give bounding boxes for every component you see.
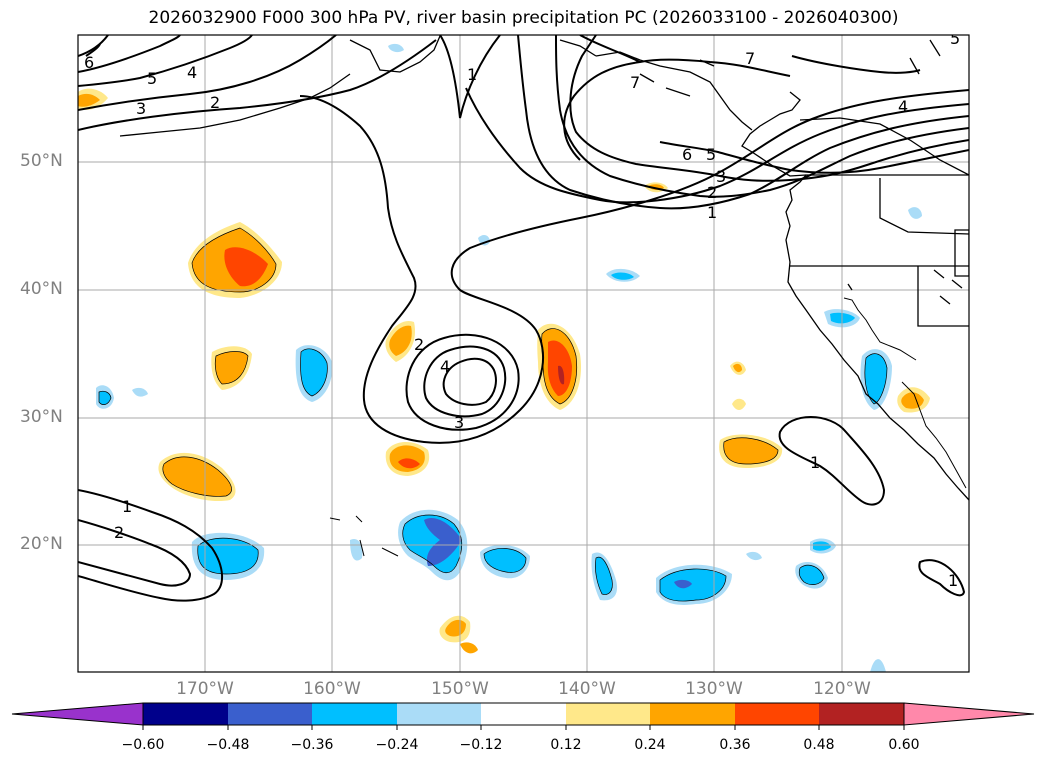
colorbar-tick-label: 0.12 (550, 737, 582, 753)
precip-patch (746, 551, 762, 561)
colorbar-segment (228, 703, 312, 725)
pv-contour-label: 4 (898, 97, 908, 116)
pv-contour-label: 1 (122, 497, 132, 516)
precip-patch (864, 353, 887, 404)
lon-label: 170°W (176, 679, 234, 699)
colorbar-segment (566, 703, 650, 725)
precip-patch (870, 659, 886, 672)
precip-patch (799, 565, 824, 585)
pv-contour-label: 1 (810, 453, 820, 472)
colorbar (11, 702, 1035, 730)
precip-patch (908, 207, 922, 219)
precip-patch (99, 391, 111, 405)
precip-patch (445, 619, 466, 637)
pv-contour-label: 5 (950, 29, 960, 48)
precip-patch (389, 325, 412, 356)
precip-patch (813, 541, 831, 551)
pv-contour-label: 4 (187, 63, 197, 82)
colorbar-tick-label: −0.48 (206, 737, 250, 753)
pv-contour-label: 4 (440, 357, 450, 376)
colorbar-segment (481, 703, 566, 725)
precip-patch (300, 348, 328, 396)
pv-contour-label: 6 (84, 53, 94, 72)
pv-contour-label: 2 (414, 335, 424, 354)
pv-contour-label: 5 (147, 69, 157, 88)
lon-label: 130°W (685, 679, 743, 699)
colorbar-tick-label: 0.60 (888, 737, 920, 753)
pv-contour-label: 7 (630, 73, 640, 92)
pv-contour-label: 5 (706, 145, 716, 164)
pv-contour-label: 3 (716, 167, 726, 186)
precip-patch (484, 548, 526, 573)
colorbar-tick-label: −0.24 (375, 737, 419, 753)
colorbar-extend-high (903, 702, 1035, 726)
map-title: 2026032900 F000 300 hPa PV, river basin … (148, 8, 899, 28)
map-frame (77, 34, 970, 673)
precip-patch (215, 351, 248, 384)
colorbar-tick-label: −0.60 (121, 737, 165, 753)
colorbar-segment (650, 703, 735, 725)
colorbar-tick-label: −0.36 (290, 737, 334, 753)
colorbar-segment (819, 703, 904, 725)
precip-patch (398, 458, 420, 469)
pv-contour-label: 1 (707, 203, 717, 222)
lat-label: 40°N (20, 279, 63, 299)
lat-label: 50°N (20, 151, 63, 171)
lat-label: 20°N (20, 534, 63, 554)
precip-patch (388, 43, 404, 53)
pv-contour-labels: 3 2 5 4 6 1 7 7 4 6 5 3 2 1 2 4 3 1 1 2 … (84, 29, 960, 590)
precip-patch (162, 456, 232, 497)
lon-label: 120°W (813, 679, 871, 699)
pv-contour-label: 2 (707, 183, 717, 202)
pv-contour-label: 7 (745, 49, 755, 68)
lat-label: 30°N (20, 407, 63, 427)
pv-contour-label: 1 (467, 65, 477, 84)
pv-contour-label: 3 (454, 413, 464, 432)
precip-patch (723, 437, 778, 464)
pv-contour-label: 3 (136, 99, 146, 118)
pv-contour-label: 6 (682, 145, 692, 164)
lon-label: 150°W (431, 679, 489, 699)
precip-patch (732, 398, 746, 410)
precip-patch (595, 557, 613, 595)
precip-patch (224, 247, 268, 287)
pv-contour-label: 2 (114, 523, 124, 542)
pv-contour-label: 2 (210, 93, 220, 112)
precip-patch (558, 365, 565, 385)
precip-patch (350, 538, 363, 561)
colorbar-extend-low (11, 702, 144, 726)
colorbar-tick-label: 0.24 (634, 737, 666, 753)
colorbar-segment (143, 703, 228, 725)
precip-patch (733, 363, 742, 373)
pv-contour-label: 1 (948, 571, 958, 590)
pv-contours (78, 35, 969, 602)
colorbar-segment (735, 703, 819, 725)
precip-patch (460, 642, 478, 654)
coastlines (119, 35, 969, 557)
lon-label: 160°W (303, 679, 361, 699)
precip-patch (132, 387, 148, 397)
precip-patch (197, 538, 259, 574)
lon-label: 140°W (558, 679, 616, 699)
colorbar-segment (312, 703, 397, 725)
colorbar-tick-label: 0.48 (803, 737, 835, 753)
precip-patch (611, 272, 634, 280)
colorbar-tick-label: −0.12 (459, 737, 503, 753)
precip-patch (674, 579, 692, 589)
colorbar-tick-label: 0.36 (719, 737, 751, 753)
precip-patch (78, 93, 100, 107)
precip-patch (660, 568, 726, 602)
gridlines (78, 35, 969, 672)
precip-patch (424, 518, 462, 566)
colorbar-segment (397, 703, 481, 725)
